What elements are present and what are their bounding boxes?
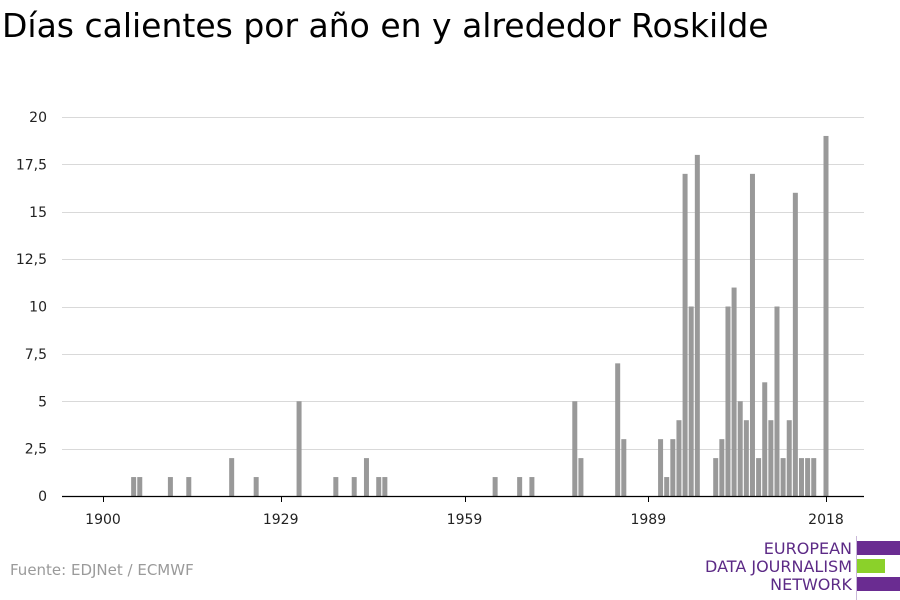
edjnet-logo[interactable]: EUROPEAN DATA JOURNALISM NETWORK [700, 536, 900, 600]
chart-title: Días calientes por año en y alrededor Ro… [2, 6, 769, 45]
bar-2002 [725, 306, 731, 496]
bar-2004 [737, 401, 743, 496]
y-tick-label: 5 [38, 394, 47, 410]
bar-1906 [137, 477, 143, 496]
bar-2005 [743, 420, 749, 496]
bar-1932 [296, 401, 302, 496]
bar-2008 [762, 382, 768, 496]
y-tick-label: 12,5 [16, 252, 47, 268]
bar-2007 [756, 458, 762, 496]
bar-1970 [529, 477, 535, 496]
bar-1946 [382, 477, 388, 496]
bar-1925 [253, 477, 259, 496]
grid-lines [62, 117, 864, 450]
bar-2000 [713, 458, 719, 496]
axes [62, 495, 864, 502]
bar-1996 [688, 306, 694, 496]
bar-1905 [131, 477, 137, 496]
bar-1921 [229, 458, 235, 496]
logo-divider [856, 536, 857, 600]
bar-2001 [719, 439, 725, 496]
bar-1911 [167, 477, 173, 496]
y-tick-label: 20 [29, 110, 47, 126]
bar-2009 [768, 420, 774, 496]
bar-1914 [186, 477, 192, 496]
bar-1995 [682, 173, 688, 496]
x-tick-label: 1900 [85, 512, 121, 528]
y-tick-label: 10 [29, 300, 47, 316]
bar-2010 [774, 306, 780, 496]
x-tick-label: 1989 [630, 512, 666, 528]
x-tick-label: 2018 [808, 512, 844, 528]
bar-1978 [578, 458, 584, 496]
x-tick-label: 1959 [447, 512, 483, 528]
logo-text-data-journalism: DATA JOURNALISM [705, 557, 852, 576]
bar-2015 [805, 458, 811, 496]
bar-1997 [694, 154, 700, 496]
bar-1938 [333, 477, 339, 496]
bar-1964 [492, 477, 498, 496]
bar-1945 [376, 477, 382, 496]
bar-1993 [670, 439, 676, 496]
bar-1941 [351, 477, 357, 496]
bar-2014 [798, 458, 804, 496]
logo-stripe-purple-bottom [857, 577, 900, 591]
bar-2013 [792, 192, 798, 497]
bar-1977 [572, 401, 578, 496]
bar-2016 [811, 458, 817, 496]
y-tick-label: 15 [29, 205, 47, 221]
logo-text-network: NETWORK [770, 575, 852, 594]
bar-1991 [658, 439, 664, 496]
bar-2003 [731, 287, 737, 496]
x-axis-labels: 1900 1929 1959 1989 2018 [85, 512, 844, 528]
logo-stripe-purple-top [857, 541, 900, 555]
y-tick-label: 17,5 [16, 157, 47, 173]
logo-text-european: EUROPEAN [763, 539, 852, 558]
bar-1984 [615, 363, 621, 496]
bar-2011 [780, 458, 786, 496]
logo-stripe-green [857, 559, 885, 573]
x-tick-label: 1929 [263, 512, 299, 528]
bar-1985 [621, 439, 627, 496]
bar-1943 [363, 458, 369, 496]
bars [131, 135, 829, 497]
bar-1992 [664, 477, 670, 496]
bar-2012 [786, 420, 792, 496]
bar-1968 [517, 477, 523, 496]
y-tick-label: 2,5 [25, 442, 47, 458]
y-tick-label: 7,5 [25, 347, 47, 363]
y-tick-label: 0 [38, 489, 47, 505]
source-note: Fuente: EDJNet / ECMWF [10, 561, 194, 579]
bar-1994 [676, 420, 682, 496]
bar-2018 [823, 135, 829, 496]
bar-2006 [749, 173, 755, 496]
y-axis-labels: 0 2,5 5 7,5 10 12,5 15 17,5 20 [16, 110, 47, 505]
